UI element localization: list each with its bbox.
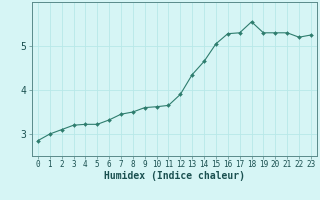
X-axis label: Humidex (Indice chaleur): Humidex (Indice chaleur) (104, 171, 245, 181)
